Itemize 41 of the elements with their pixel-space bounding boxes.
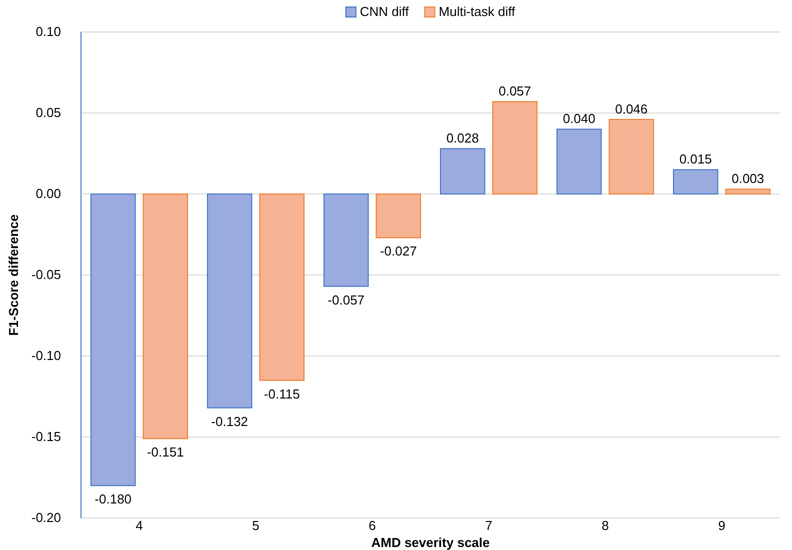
y-tick-label: 0.00 <box>36 186 61 202</box>
legend-label: CNN diff <box>360 4 410 19</box>
bar <box>323 194 369 287</box>
y-tick-label: -0.15 <box>31 429 61 444</box>
bar <box>206 194 252 408</box>
data-label: -0.027 <box>380 244 417 259</box>
bar <box>376 194 422 238</box>
data-label: 0.040 <box>562 111 596 126</box>
data-label: -0.115 <box>264 386 300 402</box>
data-label: 0.057 <box>498 84 532 99</box>
bar <box>672 169 718 194</box>
bar <box>142 194 188 440</box>
y-tick-label: -0.10 <box>31 348 61 364</box>
x-tick-label: 8 <box>602 518 609 534</box>
y-axis-title: F1-Score difference <box>6 214 21 336</box>
bar <box>440 148 486 194</box>
x-tick-label: 6 <box>368 518 376 534</box>
data-label: -0.151 <box>146 444 184 460</box>
data-label: -0.057 <box>328 292 365 308</box>
bar <box>608 118 654 194</box>
bar <box>492 101 538 194</box>
x-tick-label: 5 <box>252 518 260 534</box>
bar <box>725 188 771 194</box>
data-label: 0.028 <box>446 130 479 146</box>
y-tick-label: 0.05 <box>36 105 61 120</box>
x-tick-label: 9 <box>718 518 726 534</box>
y-tick-label: -0.20 <box>31 510 61 526</box>
y-tick-label: -0.05 <box>31 267 61 282</box>
bar <box>556 128 602 194</box>
data-label: -0.180 <box>94 492 132 507</box>
bar <box>259 194 305 381</box>
data-label: 0.003 <box>732 171 764 186</box>
data-label: 0.015 <box>679 152 712 167</box>
y-tick-label: 0.10 <box>36 24 61 40</box>
x-tick-label: 4 <box>136 518 143 534</box>
legend-label: Multi-task diff <box>438 4 516 19</box>
data-label: 0.046 <box>615 101 648 116</box>
x-axis-title: AMD severity scale <box>371 535 490 550</box>
bar <box>90 194 136 486</box>
data-label: -0.132 <box>211 414 248 429</box>
x-tick-label: 7 <box>485 518 492 534</box>
